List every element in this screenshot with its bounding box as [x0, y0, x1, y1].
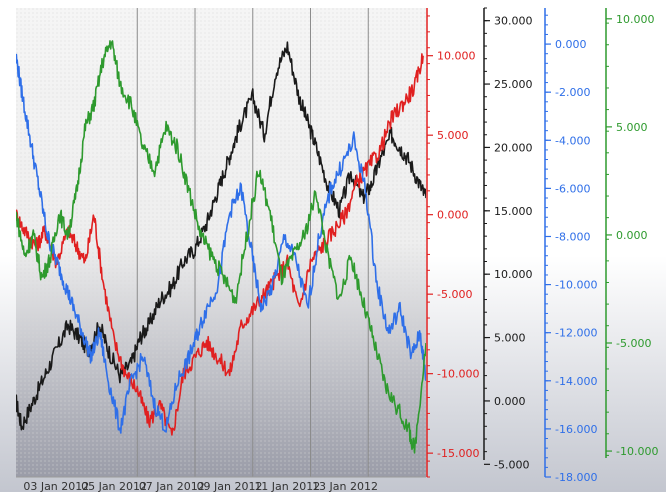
axis-tick-label-black-5: 5.000 — [494, 332, 526, 345]
axis-tick-label-black-0: 30.000 — [494, 15, 533, 28]
gridlines — [136, 8, 369, 477]
axis-tick-label-green-3: -5.000 — [616, 337, 651, 350]
axis-tick-label-blue-2: -4.000 — [555, 134, 590, 147]
series-line-green — [16, 40, 426, 454]
axis-tick-label-blue-9: -18.000 — [555, 471, 597, 484]
axis-tick-label-red-2: 0.000 — [437, 209, 469, 222]
axis-tick-label-black-4: 10.000 — [494, 268, 533, 281]
axis-tick-label-blue-6: -12.000 — [555, 327, 597, 340]
axis-tick-label-blue-8: -16.000 — [555, 423, 597, 436]
axis-tick-label-blue-0: 0.000 — [555, 38, 587, 51]
x-tick-label-3: 09 Jan 2012 — [197, 480, 263, 492]
axis-tick-label-black-1: 25.000 — [494, 78, 533, 91]
x-tick-label-1: 05 Jan 2012 — [81, 480, 147, 492]
axis-tick-label-red-4: -10.000 — [437, 368, 479, 381]
axis-tick-label-green-2: 0.000 — [616, 229, 648, 242]
axis-tick-label-blue-3: -6.000 — [555, 182, 590, 195]
axis-tick-label-red-3: -5.000 — [437, 288, 472, 301]
series-line-red — [16, 53, 424, 436]
axis-tick-label-blue-7: -14.000 — [555, 375, 597, 388]
axis-tick-label-blue-4: -8.000 — [555, 230, 590, 243]
x-tick-label-4: 11 Jan 2012 — [254, 480, 320, 492]
axis-tick-label-green-1: 5.000 — [616, 121, 648, 134]
axis-tick-label-black-3: 15.000 — [494, 205, 533, 218]
x-tick-label-2: 07 Jan 2012 — [139, 480, 205, 492]
plot-dot-pattern — [16, 8, 426, 477]
axis-tick-label-blue-1: -2.000 — [555, 86, 590, 99]
series-line-blue — [16, 53, 426, 434]
axis-tick-label-black-2: 20.000 — [494, 141, 533, 154]
series-layer — [16, 40, 426, 454]
axis-tick-label-blue-5: -10.000 — [555, 279, 597, 292]
axis-tick-label-black-7: -5.000 — [494, 458, 529, 471]
axis-tick-label-red-1: 5.000 — [437, 129, 469, 142]
axes-layer: 10.000 5.000 0.000 -5.000 -10.000 -15.000 30.0… — [426, 7, 658, 484]
axis-tick-label-red-0: 10.000 — [437, 50, 476, 63]
x-tick-label-0: 03 Jan 2012 — [23, 480, 89, 492]
axis-tick-label-green-0: 10.000 — [616, 13, 655, 26]
axis-tick-label-green-4: -10.000 — [616, 445, 658, 458]
x-tick-label-5: 13 Jan 2012 — [312, 480, 378, 492]
axis-tick-label-red-5: -15.000 — [437, 447, 479, 460]
axis-tick-label-black-6: 0.000 — [494, 395, 526, 408]
